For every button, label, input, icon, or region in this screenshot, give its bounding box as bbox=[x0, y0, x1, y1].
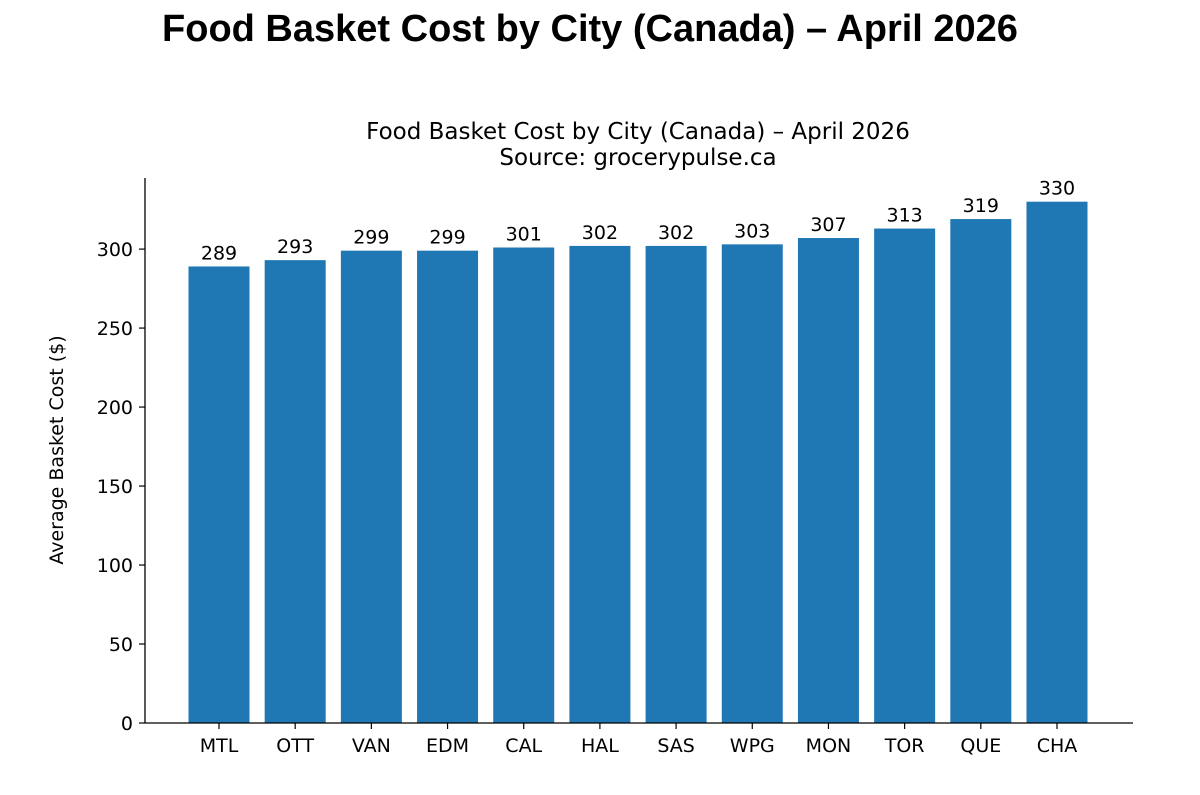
data-label-cha: 330 bbox=[1039, 178, 1075, 200]
bar-tor bbox=[874, 228, 936, 723]
bar-wpg bbox=[721, 244, 783, 723]
y-axis-label: Average Basket Cost ($) bbox=[46, 335, 68, 564]
bar-mtl bbox=[188, 266, 250, 723]
x-tick-label-cal: CAL bbox=[505, 735, 542, 757]
bar-que bbox=[950, 219, 1012, 724]
y-tick-label-200: 200 bbox=[97, 397, 133, 419]
x-tick-label-ott: OTT bbox=[276, 735, 314, 757]
data-label-sas: 302 bbox=[658, 222, 694, 244]
data-labels: 289 293 299 299 301 302 302 303 307 313 319 330 bbox=[201, 178, 1075, 265]
x-tick-label-mtl: MTL bbox=[200, 735, 239, 757]
y-tick-label-0: 0 bbox=[121, 713, 133, 735]
x-tick-label-cha: CHA bbox=[1037, 735, 1078, 757]
bar-edm bbox=[417, 250, 479, 723]
data-label-edm: 299 bbox=[429, 227, 465, 249]
bar-cha bbox=[1026, 201, 1088, 723]
x-tick-label-edm: EDM bbox=[426, 735, 469, 757]
y-tick-label-100: 100 bbox=[97, 555, 133, 577]
data-label-cal: 301 bbox=[506, 224, 542, 246]
bar-hal bbox=[569, 245, 631, 723]
bar-sas bbox=[645, 245, 707, 723]
data-label-tor: 313 bbox=[887, 205, 923, 227]
y-tick-label-300: 300 bbox=[97, 239, 133, 261]
bar-mon bbox=[797, 238, 859, 723]
x-tick-label-sas: SAS bbox=[657, 735, 694, 757]
x-axis: MTL OTT VAN EDM CAL HAL SAS WPG MON TOR QUE CHA bbox=[145, 722, 1133, 757]
x-tick-label-mon: MON bbox=[806, 735, 852, 757]
bar-van bbox=[340, 250, 402, 723]
chart-subtitle: Source: grocerypulse.ca bbox=[499, 145, 776, 171]
data-label-ott: 293 bbox=[277, 236, 313, 258]
x-tick-label-van: VAN bbox=[352, 735, 391, 757]
bars bbox=[188, 201, 1088, 724]
x-tick-label-tor: TOR bbox=[884, 735, 925, 757]
data-label-que: 319 bbox=[963, 195, 999, 217]
chart-title: Food Basket Cost by City (Canada) – Apri… bbox=[366, 119, 910, 145]
bar-ott bbox=[264, 260, 326, 723]
y-tick-label-250: 250 bbox=[97, 318, 133, 340]
x-tick-label-hal: HAL bbox=[581, 735, 619, 757]
data-label-hal: 302 bbox=[582, 222, 618, 244]
data-label-van: 299 bbox=[353, 227, 389, 249]
data-label-mtl: 289 bbox=[201, 242, 237, 264]
data-label-mon: 307 bbox=[810, 214, 846, 236]
x-tick-label-wpg: WPG bbox=[730, 735, 775, 757]
y-tick-label-150: 150 bbox=[97, 476, 133, 498]
x-tick-label-que: QUE bbox=[960, 735, 1001, 757]
bar-cal bbox=[493, 247, 555, 723]
y-axis: 0 50 100 150 200 250 300 bbox=[97, 178, 146, 735]
y-tick-label-50: 50 bbox=[109, 634, 133, 656]
data-label-wpg: 303 bbox=[734, 220, 770, 242]
page-title: Food Basket Cost by City (Canada) – Apri… bbox=[162, 8, 1018, 50]
